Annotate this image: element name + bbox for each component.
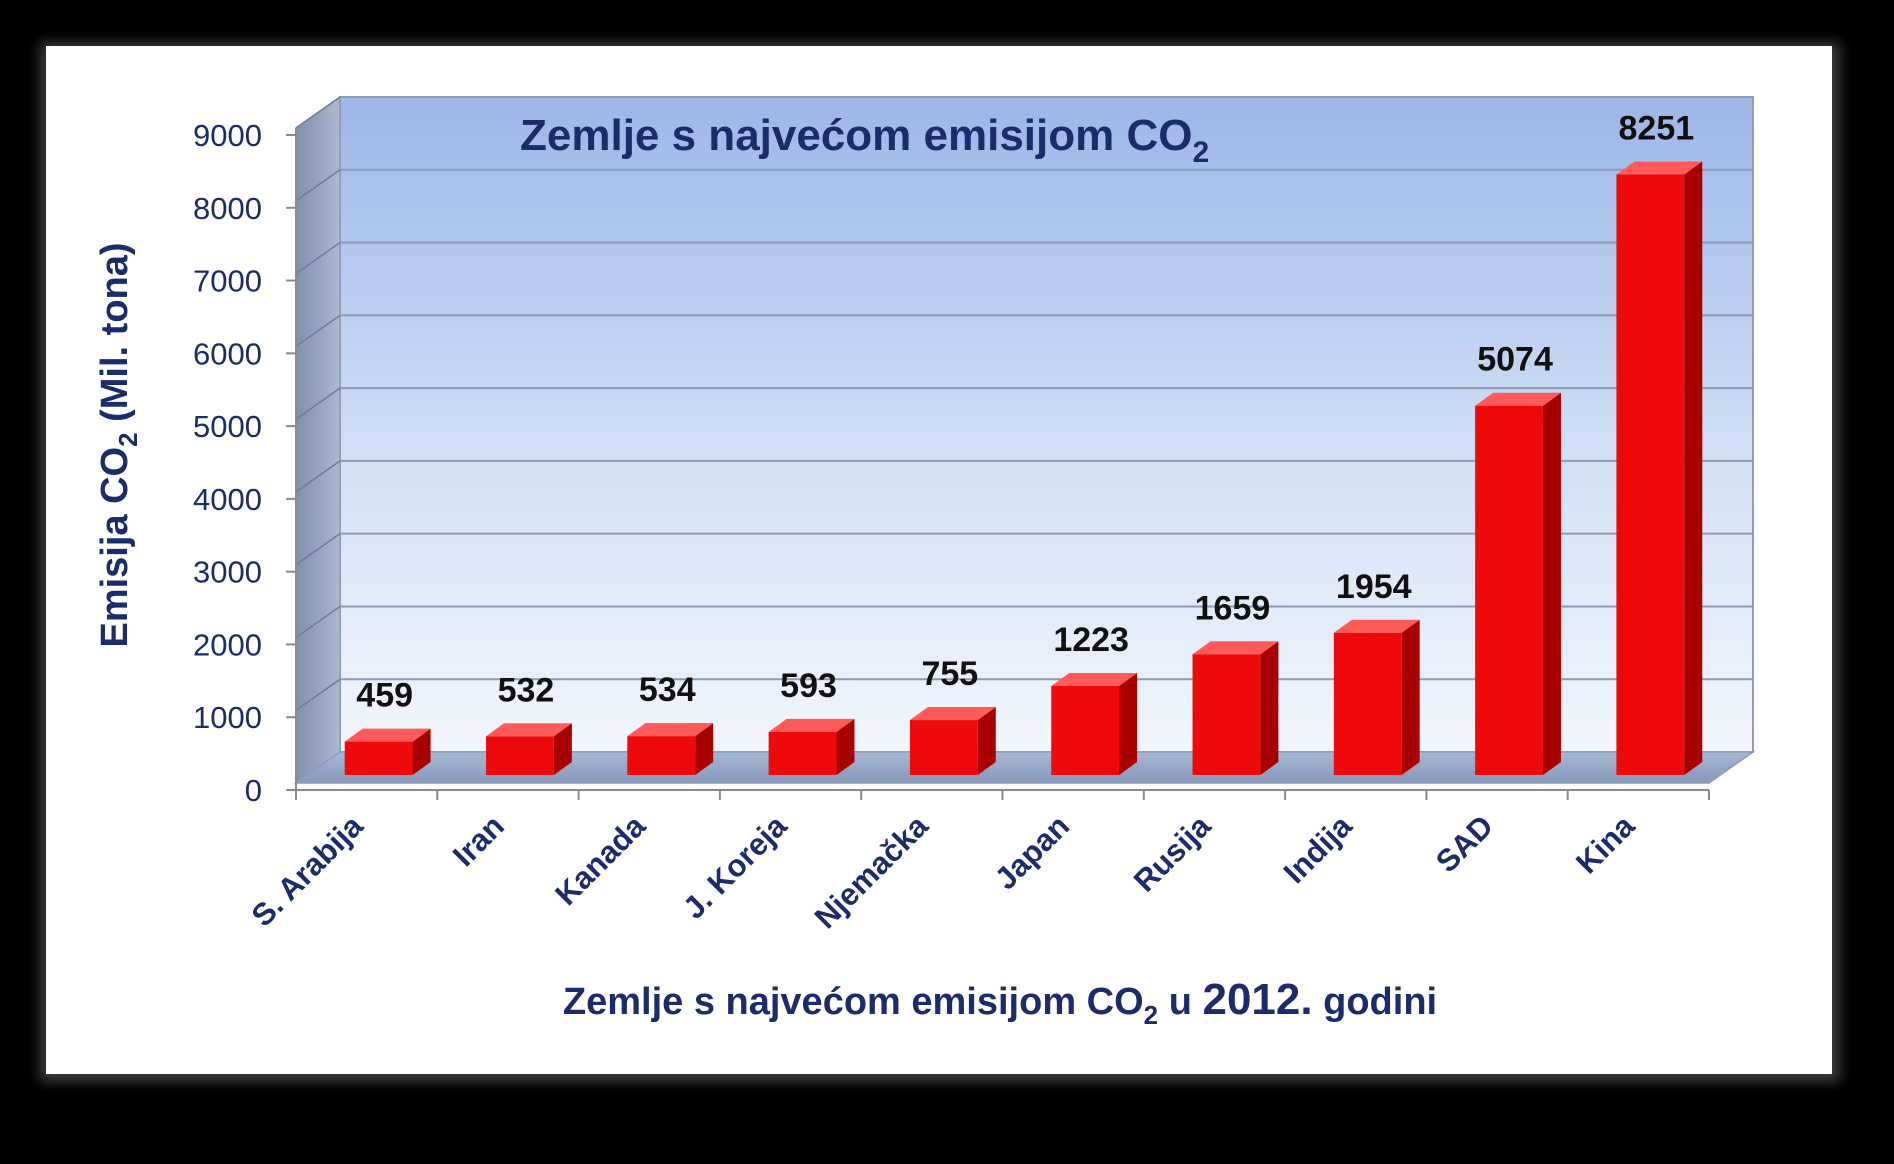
x-axis-label: Zemlje s najvećom emisijom CO2 u 2012. g… xyxy=(563,975,1437,1030)
bar-top xyxy=(1051,672,1138,686)
data-label: 1223 xyxy=(1053,621,1129,659)
bar xyxy=(627,736,696,775)
bar-side xyxy=(553,723,572,775)
y-tick-label: 2000 xyxy=(193,627,262,662)
y-tick-label: 0 xyxy=(245,773,262,808)
bar xyxy=(486,736,554,775)
gridline-side xyxy=(295,387,341,420)
bar xyxy=(1192,654,1261,775)
y-tick-label: 4000 xyxy=(193,482,262,517)
data-label: 1954 xyxy=(1336,568,1412,606)
bar-side xyxy=(1119,672,1138,775)
y-tick-label: 3000 xyxy=(193,555,262,590)
gridline-side xyxy=(295,169,341,202)
data-label: 5074 xyxy=(1477,341,1553,379)
bar xyxy=(1333,632,1402,775)
gridline-side xyxy=(295,241,341,275)
bar xyxy=(1616,174,1685,775)
y-ticks: 0 1000 2000 3000 4000 5000 6000 7000 8000 9000 xyxy=(193,118,296,808)
bar xyxy=(909,720,978,775)
bar-side xyxy=(836,718,855,775)
bar xyxy=(1475,405,1543,775)
y-tick-label: 5000 xyxy=(193,409,262,444)
bar-top xyxy=(1475,392,1561,406)
gridline-side xyxy=(295,314,341,347)
bar xyxy=(1051,685,1120,775)
gridline-side xyxy=(295,678,341,711)
y-tick-label: 1000 xyxy=(193,700,262,735)
bar-top xyxy=(627,723,714,737)
bar-top xyxy=(1333,619,1420,633)
bar-side xyxy=(1542,392,1561,775)
bar-side xyxy=(977,707,996,775)
data-label: 532 xyxy=(498,671,555,709)
gridline-side xyxy=(295,533,341,566)
bar-top xyxy=(486,723,572,737)
gridline-side xyxy=(295,96,341,129)
bar-side xyxy=(412,728,431,775)
bar-top xyxy=(1616,161,1703,175)
gridline-side xyxy=(295,460,341,493)
bar xyxy=(344,741,413,775)
bars: 459 532 534 593 755 1223 1659 1954 5074 8251 xyxy=(344,110,1703,775)
data-label: 593 xyxy=(780,667,837,705)
bar-top xyxy=(1192,641,1279,655)
data-label: 8251 xyxy=(1619,110,1695,148)
bar-side xyxy=(1260,641,1279,775)
bar-top xyxy=(768,718,855,732)
data-label: 534 xyxy=(639,671,696,709)
chart-title: Zemlje s najvećom emisijom CO2 xyxy=(520,111,1209,169)
bar-side xyxy=(695,723,714,775)
bar-top xyxy=(909,707,996,721)
data-label: 755 xyxy=(921,655,978,693)
y-tick-label: 8000 xyxy=(193,191,262,226)
bar-side xyxy=(1684,161,1703,775)
bar xyxy=(768,731,837,775)
y-tick-label: 6000 xyxy=(193,336,262,371)
y-tick-label: 9000 xyxy=(193,118,262,153)
side-wall xyxy=(295,95,341,785)
bar-side xyxy=(1401,619,1420,775)
data-label: 1659 xyxy=(1195,589,1271,627)
bar-top xyxy=(344,728,431,742)
y-tick-label: 7000 xyxy=(193,264,262,299)
data-label: 459 xyxy=(356,677,413,715)
gridline-side xyxy=(295,605,341,639)
y-axis-label: Emisija CO2 (Mil. tona) xyxy=(94,242,143,647)
